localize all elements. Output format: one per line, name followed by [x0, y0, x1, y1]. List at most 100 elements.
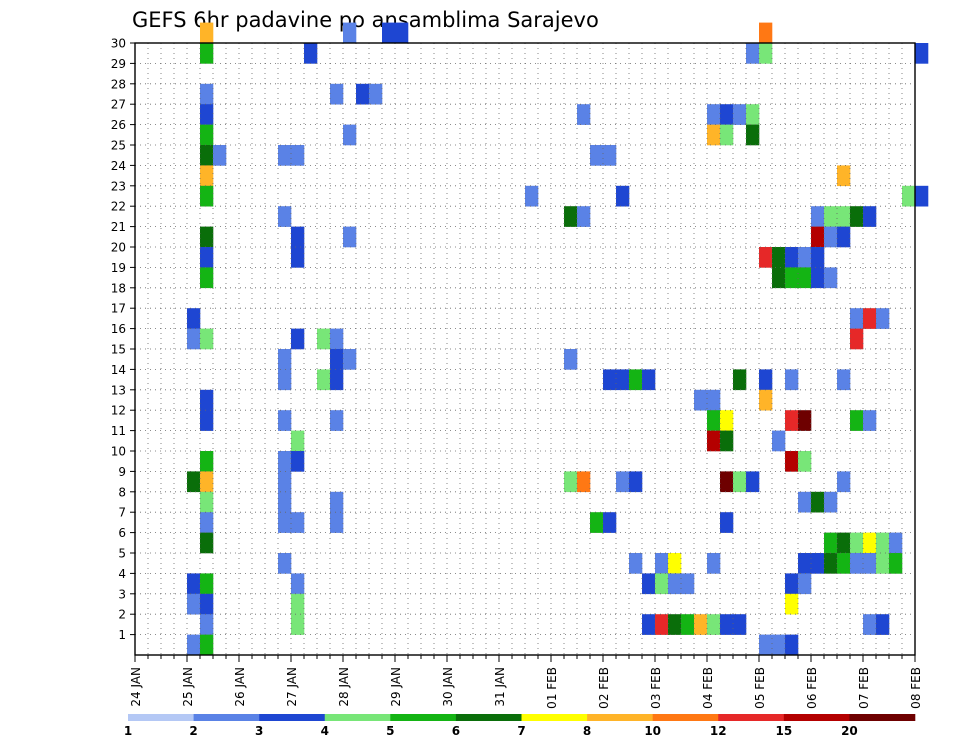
heatmap-cell	[278, 512, 292, 533]
heatmap-cell	[395, 22, 409, 44]
heatmap-cell	[707, 124, 721, 146]
heatmap-cell	[343, 22, 357, 44]
x-tick-label: 07 FEB	[857, 667, 871, 709]
heatmap-cell	[200, 247, 214, 268]
y-tick-label: 28	[111, 77, 126, 91]
heatmap-cell	[876, 553, 890, 574]
heatmap-cell	[850, 553, 864, 574]
heatmap-cell	[629, 369, 643, 391]
y-tick-label: 20	[111, 241, 126, 255]
heatmap-cell	[785, 267, 799, 289]
x-tick-label: 25 JAN	[181, 667, 195, 707]
heatmap-cell	[850, 410, 864, 431]
heatmap-cell	[200, 471, 214, 493]
colorbar-segment	[652, 714, 719, 721]
heatmap-cell	[837, 206, 851, 227]
heatmap-cell	[720, 124, 734, 146]
heatmap-cell	[798, 553, 812, 574]
heatmap-cell	[798, 267, 812, 289]
y-tick-label: 30	[111, 37, 126, 51]
heatmap-cell	[824, 532, 838, 554]
heatmap-cell	[746, 104, 760, 125]
heatmap-cell	[317, 328, 331, 350]
colorbar-label: 8	[583, 724, 591, 738]
x-tick-label: 27 JAN	[285, 667, 299, 707]
heatmap-cell	[759, 369, 773, 391]
x-tick-label: 03 FEB	[649, 667, 663, 709]
heatmap-cell	[733, 104, 747, 125]
y-tick-label: 24	[111, 159, 126, 173]
colorbar: 1 2 3 4 5 6 7 8 10 12 15 20	[124, 714, 916, 738]
heatmap-cell	[707, 614, 721, 635]
heatmap-cell	[330, 410, 344, 431]
heatmap-cell	[291, 512, 305, 533]
heatmap-cell	[837, 532, 851, 554]
heatmap-cell	[824, 267, 838, 289]
heatmap-cell	[343, 226, 357, 248]
heatmap-cell	[876, 532, 890, 554]
colorbar-segment	[521, 714, 588, 721]
heatmap-cell	[291, 573, 305, 595]
heatmap-cell	[304, 43, 318, 64]
heatmap-cell	[785, 451, 799, 472]
colorbar-label: 7	[517, 724, 525, 738]
heatmap-cell	[772, 267, 786, 289]
heatmap-cell	[863, 410, 877, 431]
heatmap-cell	[590, 145, 604, 166]
heatmap-cell	[330, 328, 344, 350]
y-tick-label: 13	[111, 383, 126, 397]
heatmap-cell	[200, 83, 214, 105]
heatmap-cell	[876, 308, 890, 329]
heatmap-cell	[863, 614, 877, 635]
heatmap-cell	[564, 206, 578, 227]
heatmap-cell	[343, 349, 357, 370]
heatmap-cell	[668, 614, 682, 635]
x-tick-label: 01 FEB	[545, 667, 559, 709]
colorbar-segment	[718, 714, 785, 721]
heatmap-cell	[785, 593, 799, 615]
heatmap-cell	[200, 593, 214, 615]
heatmap-cell	[564, 349, 578, 370]
heatmap-cell	[785, 573, 799, 595]
heatmap-cell	[720, 410, 734, 431]
y-tick-label: 23	[111, 179, 126, 193]
heatmap-cell	[759, 634, 773, 656]
heatmap-cell	[811, 206, 825, 227]
heatmap-cell	[863, 206, 877, 227]
y-tick-label: 17	[111, 302, 126, 316]
colorbar-segment	[849, 714, 916, 721]
heatmap-cell	[200, 532, 214, 554]
heatmap-cell	[707, 104, 721, 125]
heatmap-cell	[824, 226, 838, 248]
heatmap-cell	[863, 553, 877, 574]
heatmap-cell	[590, 512, 604, 533]
y-tick-label: 7	[118, 506, 126, 520]
heatmap-cell	[720, 614, 734, 635]
heatmap-cell	[382, 22, 396, 44]
heatmap-cell	[278, 369, 292, 391]
heatmap-cell	[824, 553, 838, 574]
x-tick-label: 26 JAN	[233, 667, 247, 707]
heatmap-cell	[733, 471, 747, 493]
heatmap-cell	[746, 471, 760, 493]
heatmap-cell	[824, 491, 838, 513]
heatmap-cell	[759, 22, 773, 44]
y-tick-label: 3	[118, 587, 126, 601]
heatmap-cell	[629, 553, 643, 574]
heatmap-cell	[200, 389, 214, 411]
heatmap-cell	[759, 43, 773, 64]
heatmap-cell	[200, 104, 214, 125]
heatmap-cell	[291, 328, 305, 350]
y-tick-label: 2	[118, 608, 126, 622]
heatmap-cell	[629, 471, 643, 493]
heatmap-cell	[681, 573, 695, 595]
y-tick-label: 29	[111, 57, 126, 71]
heatmap-cell	[616, 369, 630, 391]
heatmap-cell	[655, 614, 669, 635]
colorbar-segment	[259, 714, 326, 721]
y-tick-label: 22	[111, 200, 126, 214]
heatmap-cell	[317, 369, 331, 391]
heatmap-cell	[798, 573, 812, 595]
colorbar-segment	[587, 714, 653, 721]
heatmap-cell	[681, 614, 695, 635]
